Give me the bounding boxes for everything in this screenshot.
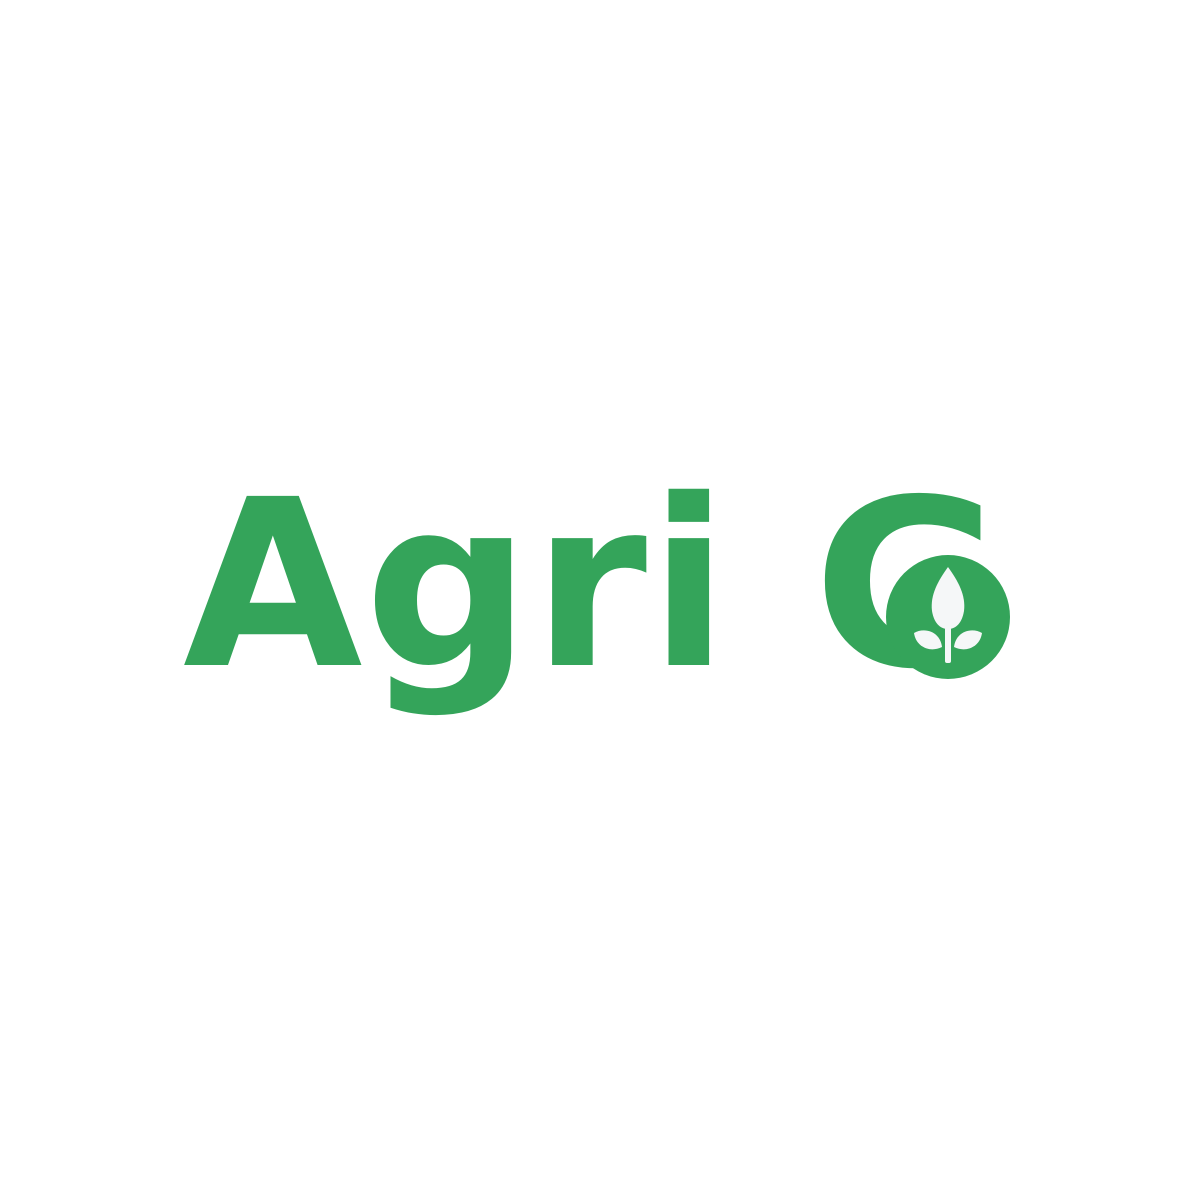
logo-wordmark-text: Agri G (183, 470, 1006, 700)
leaf-sprout-icon (886, 555, 1010, 679)
logo-wordmark: Agri G (183, 470, 1006, 700)
